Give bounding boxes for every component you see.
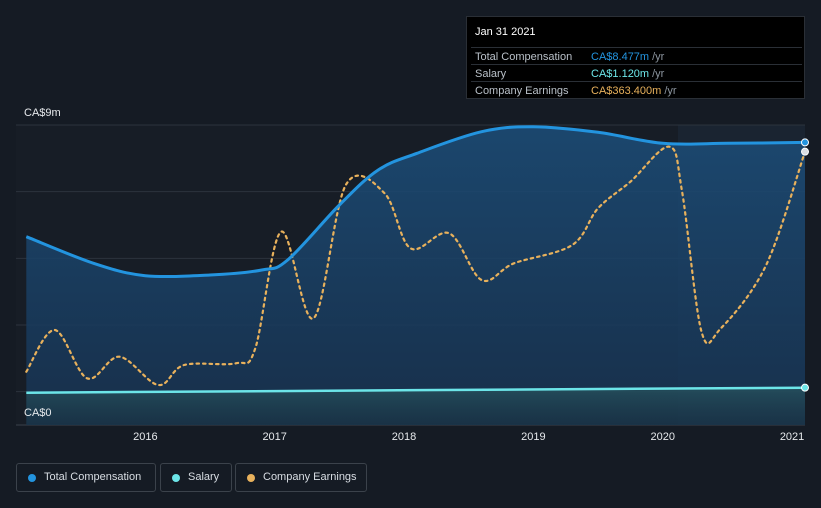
legend-total-compensation[interactable]: Total Compensation: [16, 463, 156, 492]
legend-salary[interactable]: Salary: [160, 463, 232, 492]
total-compensation-line: [25, 125, 806, 279]
legend-dot-icon: [172, 474, 180, 482]
tooltip-label: Salary: [475, 68, 507, 80]
tooltip-value: CA$8.477m/yr: [591, 51, 665, 63]
tooltip-row-total-compensation: Total Compensation CA$8.477m/yr: [471, 47, 802, 65]
legend-label: Company Earnings: [263, 471, 357, 483]
y-axis-bottom-label: CA$0: [24, 407, 52, 419]
x-tick-label: 2021: [780, 431, 804, 443]
series-end-marker: [801, 138, 809, 147]
legend-company-earnings[interactable]: Company Earnings: [235, 463, 367, 492]
salary-area: [26, 387, 806, 425]
tooltip-row-company-earnings: Company Earnings CA$363.400m/yr: [471, 81, 802, 99]
legend-label: Total Compensation: [44, 471, 142, 483]
legend-dot-icon: [247, 474, 255, 482]
tooltip-date: Jan 31 2021: [475, 26, 536, 38]
x-tick-label: 2017: [262, 431, 286, 443]
x-tick-label: 2019: [521, 431, 545, 443]
total-compensation-area: [26, 126, 806, 425]
series-end-marker: [801, 383, 809, 392]
tooltip-label: Total Compensation: [475, 51, 573, 63]
legend-dot-icon: [28, 474, 36, 482]
salary-line: [26, 386, 806, 394]
y-axis-top-label: CA$9m: [24, 107, 61, 119]
x-tick-label: 2020: [650, 431, 674, 443]
tooltip-label: Company Earnings: [475, 85, 569, 97]
tooltip: Jan 31 2021 Total Compensation CA$8.477m…: [466, 16, 805, 99]
x-tick-label: 2018: [392, 431, 416, 443]
tooltip-row-salary: Salary CA$1.120m/yr: [471, 64, 802, 82]
series-end-marker: [801, 147, 809, 156]
tooltip-value: CA$363.400m/yr: [591, 85, 677, 97]
legend-label: Salary: [188, 471, 220, 483]
x-tick-label: 2016: [133, 431, 157, 443]
company-earnings-line: [25, 145, 807, 387]
tooltip-value: CA$1.120m/yr: [591, 68, 665, 80]
